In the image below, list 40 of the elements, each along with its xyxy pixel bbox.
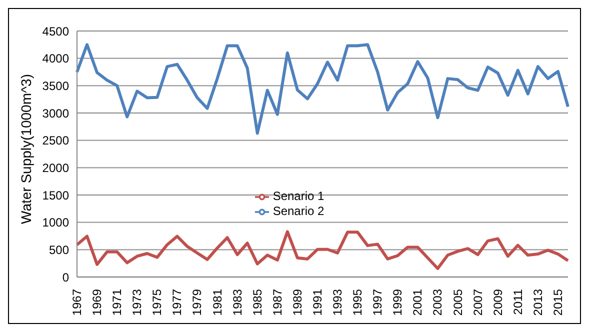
x-tick-label: 2005 [450,288,465,316]
x-tick-label: 1973 [130,288,144,316]
x-tick-label: 1967 [70,288,84,316]
x-tick-label: 2013 [530,288,545,316]
x-tick-label: 1995 [350,288,365,316]
y-tick-label: 2500 [42,134,70,148]
x-tick-label: 1969 [90,288,104,316]
y-tick-label: 3000 [42,106,70,120]
y-tick-label: 3500 [42,78,70,93]
y-tick-label: 1000 [42,216,70,230]
x-tick-label: 1983 [230,288,244,316]
x-tick-label: 1985 [250,288,264,316]
x-tick-label: 1977 [170,288,184,316]
x-tick-label: 1991 [310,288,324,316]
x-tick-label: 1999 [390,288,405,316]
x-tick-label: 1981 [210,288,224,316]
y-tick-label: 4500 [42,24,70,38]
y-tick-label: 1500 [42,188,70,202]
legend-label: Senario 1 [272,189,324,204]
x-tick-label: 1979 [190,288,204,316]
x-tick-label: 2011 [510,288,525,315]
x-tick-label: 2001 [410,288,425,316]
x-tick-label: 2007 [470,288,485,316]
legend-label: Senario 2 [272,204,324,218]
x-tick-label: 2009 [490,288,505,316]
y-tick-label: 2000 [42,160,70,175]
y-tick-label: 4000 [42,52,70,66]
x-tick-label: 1975 [150,288,164,316]
x-tick-label: 1997 [370,288,385,316]
x-tick-label: 1987 [270,288,284,316]
line-series [76,43,570,135]
y-tick-label: 500 [48,242,70,257]
y-axis-title: Water Supply(1000m^3) [18,74,34,224]
line-series [76,230,570,270]
x-tick-label: 2015 [550,288,565,316]
x-tick-label: 1971 [110,288,124,316]
y-tick-label: 0 [62,270,70,284]
x-tick-label: 1989 [290,288,304,316]
x-tick-label: 2003 [430,288,445,316]
x-tick-label: 1993 [330,288,345,316]
